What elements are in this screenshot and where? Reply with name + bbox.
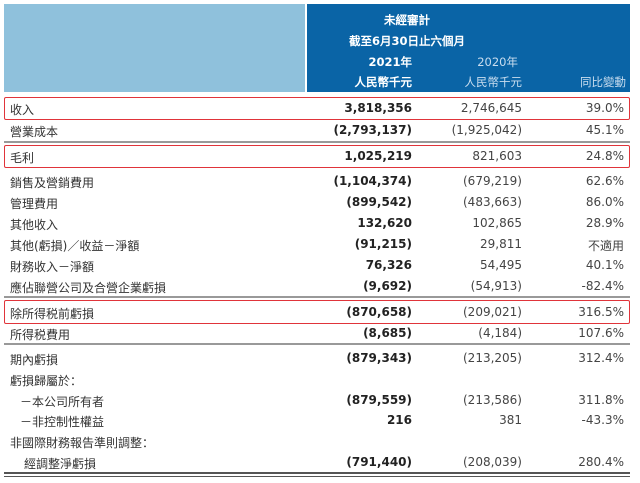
value-2021: (9,692) [363,279,412,293]
value-change: 312.4% [578,351,624,365]
table-row: 毛利 1,025,219 821,603 24.8% [4,146,630,167]
value-2020: (208,039) [463,455,522,469]
value-2020: 2,746,645 [460,101,522,115]
highlight-revenue [4,97,630,120]
value-2021: 1,025,219 [344,149,412,163]
table-row: 除所得税前虧損 (870,658) (209,021) 316.5% [4,302,630,323]
value-change: 280.4% [578,455,624,469]
row-label: 經調整淨虧損 [24,457,97,471]
row-label: 應佔聯營公司及合營企業虧損 [10,281,167,295]
change-header: 同比變動 [580,75,626,89]
row-label: －非控制性權益 [20,415,105,429]
value-2020: 821,603 [472,149,522,163]
row-label: 期內虧損 [10,353,59,367]
highlight-loss-before-tax [4,300,630,324]
row-label: 銷售及營銷費用 [10,176,95,190]
value-2021: (879,343) [346,351,412,365]
row-label: 其他收入 [10,218,59,232]
value-change: 不適用 [587,239,624,253]
value-2021: (879,559) [346,393,412,407]
table-row: 財務收入－淨額 76,326 54,495 40.1% [4,255,630,276]
value-2021: (791,440) [346,455,412,469]
value-2020: (679,219) [463,174,522,188]
value-change: -82.4% [581,279,624,293]
period-label: 截至6月30日止六個月 [348,34,465,48]
value-2020: (213,205) [463,351,522,365]
row-label: 營業成本 [10,125,59,139]
table-row: 管理費用 (899,542) (483,663) 86.0% [4,192,630,213]
table-row: 其他(虧損)／收益－淨額 (91,215) 29,811 不適用 [4,234,630,255]
value-change: -43.3% [581,413,624,427]
table-row: 所得税費用 (8,685) (4,184) 107.6% [4,323,630,344]
value-2021: (91,215) [354,237,412,251]
value-2020: (4,184) [478,326,522,340]
divider [4,343,630,345]
value-2020: 381 [499,413,522,427]
table-row: 應佔聯營公司及合營企業虧損 (9,692) (54,913) -82.4% [4,276,630,297]
unit-2021: 人民幣千元 [354,75,413,89]
audit-label: 未經審計 [384,13,430,27]
value-2020: (1,925,042) [451,123,522,137]
row-label: 毛利 [10,151,35,165]
value-change: 39.0% [585,101,624,115]
table-row: －本公司所有者 (879,559) (213,586) 311.8% [4,390,630,411]
table-row: 銷售及營銷費用 (1,104,374) (679,219) 62.6% [4,171,630,192]
row-label: 收入 [10,103,35,117]
value-2021: 3,818,356 [344,101,412,115]
row-label: 其他(虧損)／收益－淨額 [10,239,140,253]
table-row: 其他收入 132,620 102,865 28.9% [4,213,630,234]
value-change: 45.1% [585,123,624,137]
table-row: 營業成本 (2,793,137) (1,925,042) 45.1% [4,120,630,141]
row-label: －本公司所有者 [20,395,105,409]
value-2020: 29,811 [480,237,522,251]
value-change: 24.8% [585,149,624,163]
highlight-gross-profit [4,145,630,168]
double-divider [4,472,630,477]
value-change: 311.8% [578,393,624,407]
value-2021: (2,793,137) [333,123,412,137]
value-change: 40.1% [585,258,624,272]
table-row: 期內虧損 (879,343) (213,205) 312.4% [4,348,630,369]
value-2021: (899,542) [346,195,412,209]
value-2020: 102,865 [472,216,522,230]
value-2021: 132,620 [357,216,412,230]
year-2021: 2021年 [368,55,412,69]
table-row: 非國際財務報告準則調整： [4,431,630,452]
row-label: 非國際財務報告準則調整： [10,436,155,450]
value-2021: (8,685) [363,326,412,340]
header-columns: 未經審計 截至6月30日止六個月 2021年 2020年 人民幣千元 人民幣千元… [307,4,630,92]
row-label: 除所得税前虧損 [10,307,95,321]
divider [4,296,630,298]
header-blank-cell [4,4,305,92]
value-2021: (870,658) [346,305,412,319]
value-2021: 216 [386,413,412,427]
value-2021: (1,104,374) [333,174,412,188]
value-change: 62.6% [585,174,624,188]
row-label: 虧損歸屬於： [10,374,83,388]
value-2020: (213,586) [463,393,522,407]
row-label: 財務收入－淨額 [10,260,95,274]
value-2020: 54,495 [480,258,522,272]
value-2021: 76,326 [365,258,412,272]
value-change: 86.0% [585,195,624,209]
table-row: －非控制性權益 216 381 -43.3% [4,410,630,431]
value-change: 107.6% [578,326,624,340]
table-row: 虧損歸屬於： [4,369,630,390]
divider [4,141,630,143]
table-row: 經調整淨虧損 (791,440) (208,039) 280.4% [4,452,630,473]
value-2020: (209,021) [463,305,522,319]
value-2020: (54,913) [470,279,522,293]
value-2020: (483,663) [463,195,522,209]
table-row: 收入 3,818,356 2,746,645 39.0% [4,98,630,119]
year-2020: 2020年 [477,55,518,69]
row-label: 所得税費用 [10,328,71,342]
unit-2020: 人民幣千元 [464,75,523,89]
row-label: 管理費用 [10,197,59,211]
value-change: 316.5% [578,305,624,319]
value-change: 28.9% [585,216,624,230]
